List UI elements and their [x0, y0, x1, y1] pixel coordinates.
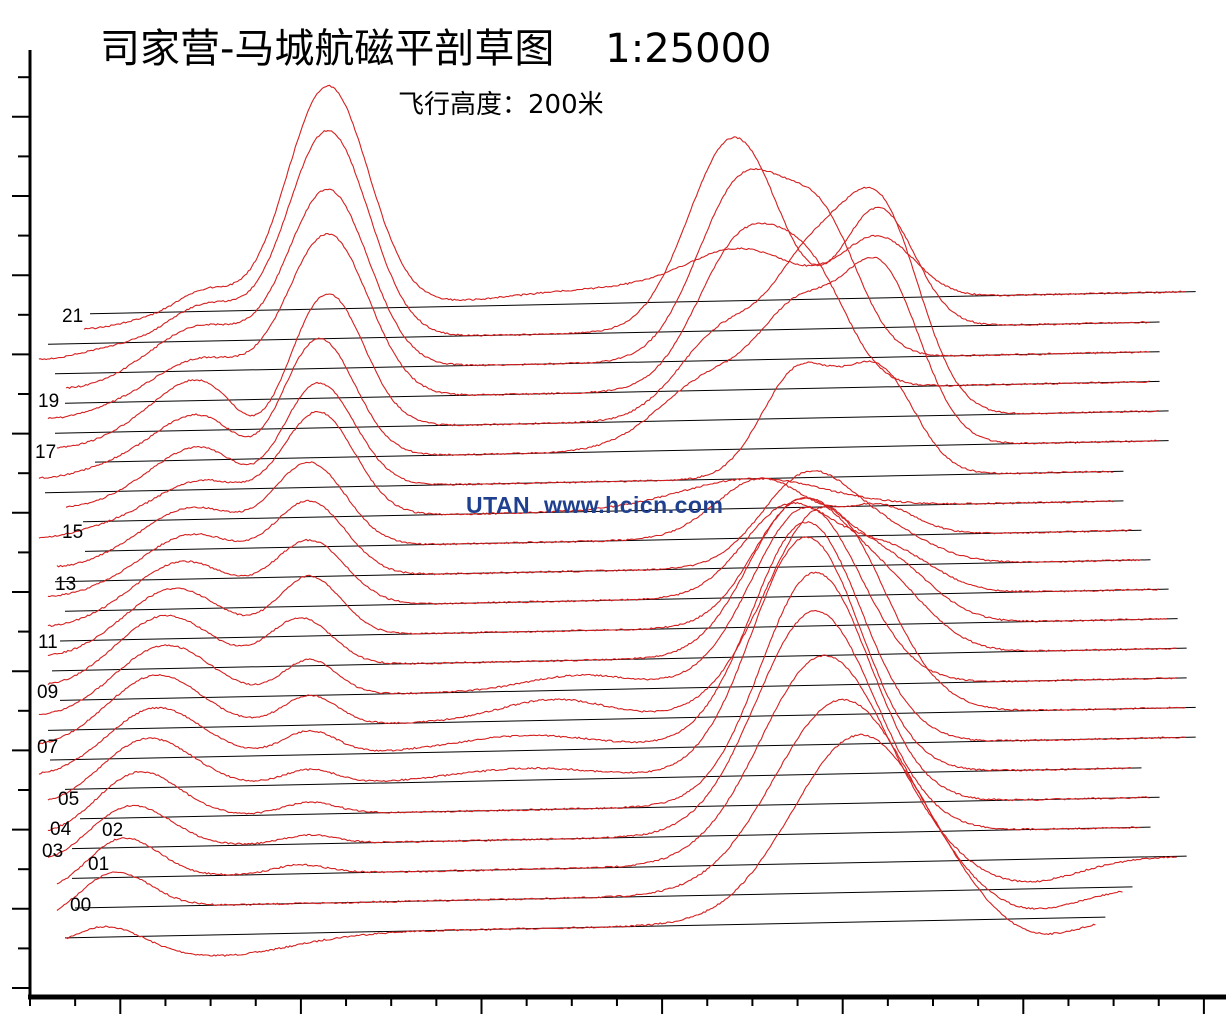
profile-label: 15 — [62, 522, 83, 543]
profile-line-14 — [38, 411, 1114, 539]
chart-title: 司家营-马城航磁平剖草图 1:25000 — [100, 26, 772, 72]
profile-label: 00 — [70, 895, 91, 916]
profile-label: 04 — [50, 819, 72, 840]
profile-line-21 — [83, 84, 1186, 330]
profile-line-11 — [47, 501, 1159, 627]
baseline-17 — [54, 410, 1169, 434]
baseline-02 — [71, 855, 1187, 879]
profile-label: 21 — [62, 306, 83, 327]
profile-line-06 — [38, 521, 1186, 775]
profiles — [38, 84, 1186, 957]
profile-label: 17 — [35, 442, 56, 463]
profile-line-16 — [38, 256, 1159, 479]
profile-line-00 — [65, 733, 1096, 957]
baseline-16 — [94, 440, 1169, 463]
baseline-20 — [47, 321, 1160, 345]
profile-label: 05 — [58, 789, 79, 810]
profile-line-05 — [47, 536, 1132, 801]
chart-subtitle: 飞行高度：200米 — [398, 90, 604, 120]
profile-line-01 — [56, 698, 1123, 911]
watermark: UTAN www.hcicn.com — [466, 492, 724, 518]
baseline-05 — [64, 767, 1142, 790]
profile-line-04 — [47, 571, 1150, 831]
profile-line-19 — [65, 167, 1150, 390]
profile-label: 02 — [102, 820, 123, 841]
profile-label: 13 — [55, 574, 76, 595]
profile-label: 11 — [38, 632, 58, 653]
baseline-07 — [47, 706, 1196, 731]
profile-label: 07 — [37, 737, 58, 758]
profile-line-03 — [47, 609, 1141, 858]
profile-line-12 — [47, 470, 1141, 598]
profile-line-20 — [38, 130, 1150, 361]
profile-line-10 — [47, 497, 1168, 657]
profile-label: 09 — [37, 682, 58, 703]
profile-line-07 — [38, 505, 1186, 745]
baseline-13 — [84, 529, 1142, 552]
profile-line-18 — [47, 222, 1150, 420]
profile-label: 03 — [42, 841, 63, 862]
profile-line-15 — [65, 360, 1114, 508]
profile-line-17 — [56, 186, 1159, 449]
profile-label: 01 — [88, 854, 109, 875]
profile-label: 19 — [38, 391, 59, 412]
profile-line-08 — [38, 506, 1177, 716]
profile-line-09 — [47, 497, 1177, 686]
profile-line-02 — [56, 654, 1177, 885]
axes — [12, 50, 1226, 1014]
profile-line-13 — [56, 461, 1132, 568]
